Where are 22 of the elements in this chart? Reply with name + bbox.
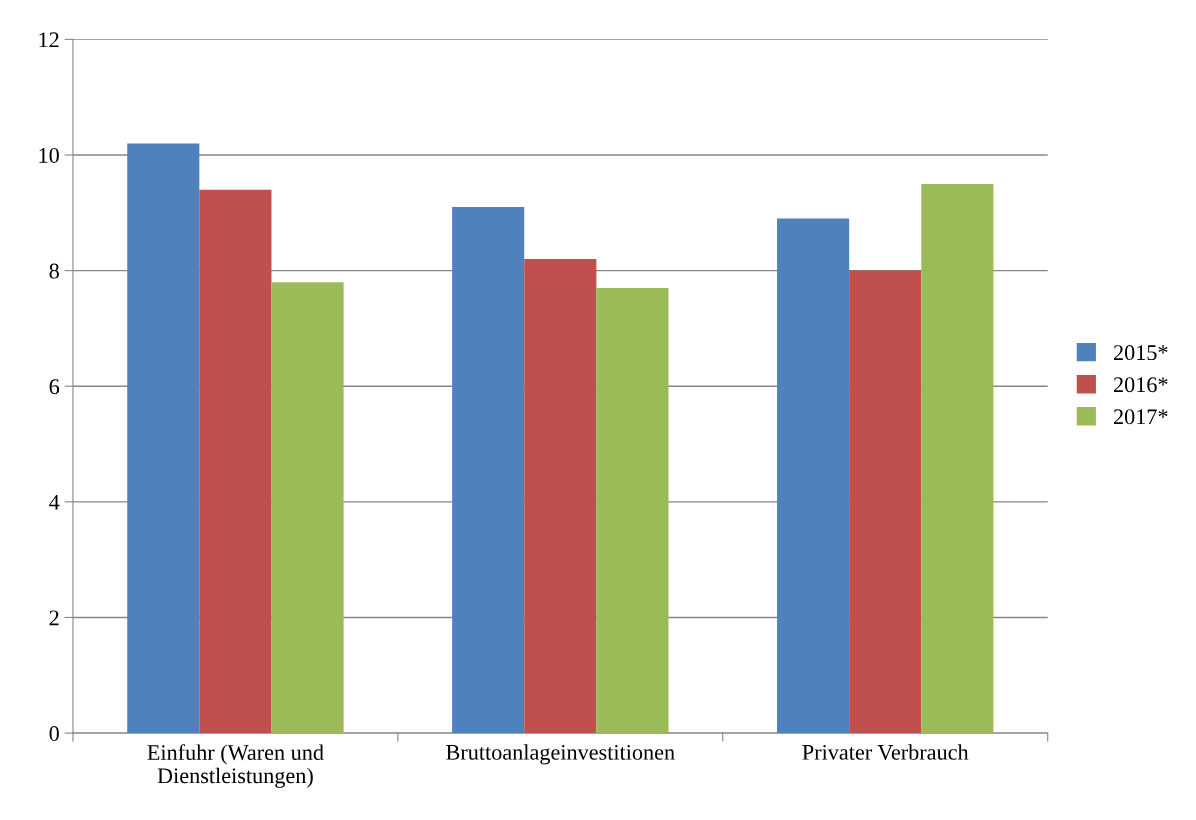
bar [271, 282, 344, 734]
y-tick-label: 8 [49, 263, 59, 279]
x-tick-label: Privater Verbrauch [802, 744, 969, 760]
bar [452, 207, 525, 734]
bar [524, 259, 597, 734]
legend-label: 2015* [1113, 345, 1168, 361]
bar [596, 287, 669, 734]
y-tick-label: 6 [49, 379, 60, 395]
x-tick-label: Einfuhr (Waren und Dienstleistungen) [147, 744, 324, 788]
x-tick-label: Bruttoanlageinvestitionen [446, 744, 675, 765]
y-tick-label: 10 [39, 147, 59, 163]
legend-label: 2016* [1113, 377, 1168, 393]
legend-label: 2017* [1113, 409, 1168, 425]
y-tick-label: 0 [49, 726, 59, 742]
bar [921, 183, 994, 734]
y-tick-label: 4 [49, 494, 60, 510]
bar [849, 270, 922, 734]
y-tick-label: 12 [39, 32, 59, 48]
bar [199, 189, 272, 734]
bar [777, 218, 850, 734]
bar [127, 143, 200, 734]
y-tick-label: 2 [49, 610, 59, 626]
